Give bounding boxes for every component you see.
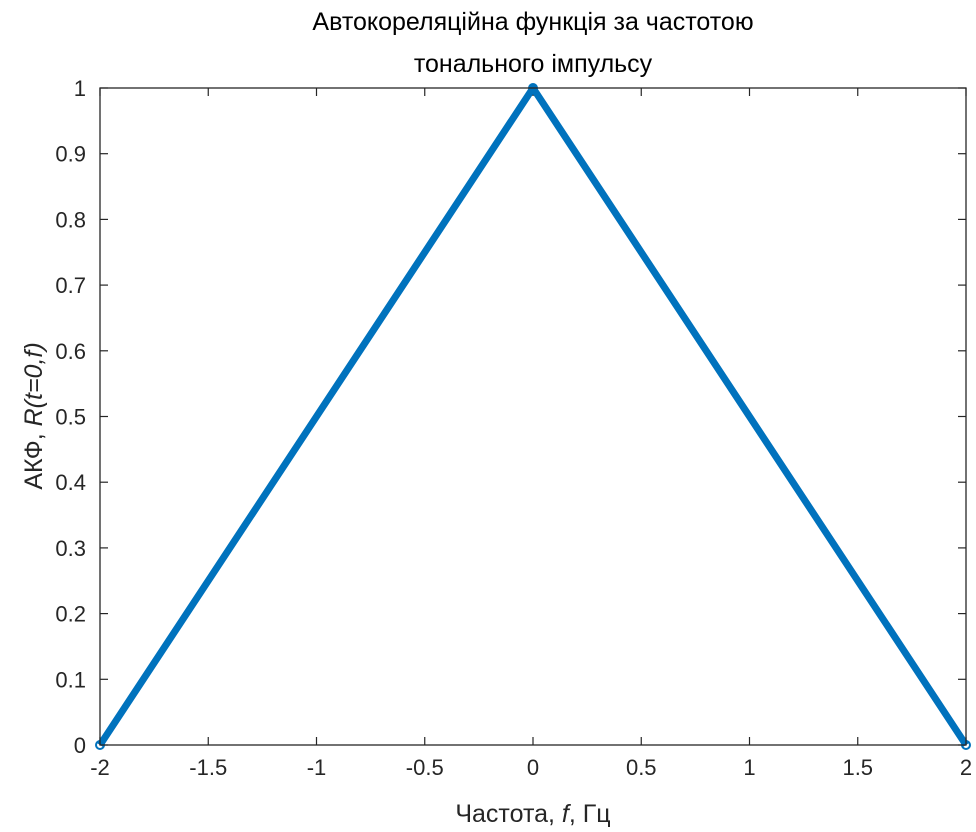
x-axis-label-prefix: Частота, (455, 800, 562, 828)
y-tick-label: 0.4 (55, 470, 86, 495)
x-tick-label: 1 (743, 755, 755, 780)
y-axis-label: АКФ, R(t=0,f) (20, 342, 48, 489)
x-ticks: -2 -1.5 -1 -0.5 0 0.5 1 1.5 2 (90, 88, 972, 780)
x-tick-label: -1 (307, 755, 327, 780)
y-axis-label-var: R(t=0,f) (20, 342, 48, 426)
chart-title-line-2: тонального імпульсу (414, 50, 653, 78)
y-ticks: 0 0.1 0.2 0.3 0.4 0.5 0.6 0.7 0.8 0.9 1 (55, 76, 966, 758)
x-tick-label: -1.5 (189, 755, 227, 780)
y-tick-label: 0.3 (55, 536, 86, 561)
x-axis-label-suffix: , Гц (569, 800, 611, 828)
x-axis-label: Частота, f, Гц (455, 800, 610, 828)
x-tick-label: 1.5 (842, 755, 873, 780)
y-tick-label: 0.1 (55, 667, 86, 692)
plot-background (100, 88, 966, 745)
y-tick-label: 0.8 (55, 207, 86, 232)
y-tick-label: 0.2 (55, 602, 86, 627)
y-tick-label: 0.5 (55, 405, 86, 430)
y-tick-label: 0.9 (55, 142, 86, 167)
x-axis-label-var: f (562, 800, 572, 828)
y-tick-label: 1 (74, 76, 86, 101)
x-tick-label: 0 (527, 755, 539, 780)
y-tick-label: 0.7 (55, 273, 86, 298)
axes-box (99, 87, 967, 746)
x-tick-label: -2 (90, 755, 110, 780)
x-tick-label: 2 (960, 755, 972, 780)
x-tick-label: 0.5 (626, 755, 657, 780)
x-tick-label: -0.5 (406, 755, 444, 780)
chart-title-line-1: Автокореляційна функція за частотою (312, 8, 753, 36)
y-tick-label: 0 (74, 733, 86, 758)
y-axis-label-prefix: АКФ, (20, 426, 48, 489)
y-tick-label: 0.6 (55, 339, 86, 364)
